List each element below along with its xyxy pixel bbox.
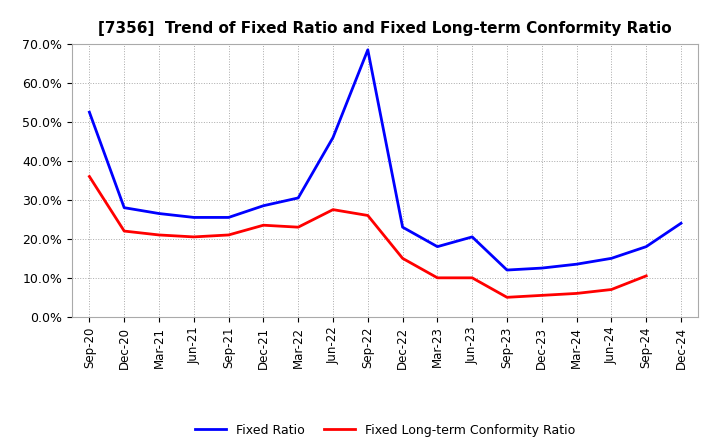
Fixed Long-term Conformity Ratio (503, 295, 511, 300)
Fixed Ratio (120, 205, 129, 210)
Fixed Long-term Conformity Ratio (572, 291, 581, 296)
Fixed Ratio (155, 211, 163, 216)
Fixed Long-term Conformity Ratio (537, 293, 546, 298)
Fixed Ratio (677, 220, 685, 226)
Fixed Long-term Conformity Ratio (398, 256, 407, 261)
Fixed Long-term Conformity Ratio (155, 232, 163, 238)
Fixed Long-term Conformity Ratio (259, 223, 268, 228)
Fixed Ratio (398, 224, 407, 230)
Fixed Ratio (85, 110, 94, 115)
Fixed Ratio (328, 135, 337, 140)
Fixed Ratio (294, 195, 302, 201)
Fixed Long-term Conformity Ratio (468, 275, 477, 280)
Fixed Long-term Conformity Ratio (328, 207, 337, 212)
Fixed Ratio (259, 203, 268, 209)
Fixed Ratio (364, 47, 372, 52)
Fixed Ratio (225, 215, 233, 220)
Line: Fixed Ratio: Fixed Ratio (89, 50, 681, 270)
Fixed Long-term Conformity Ratio (85, 174, 94, 179)
Fixed Long-term Conformity Ratio (225, 232, 233, 238)
Fixed Long-term Conformity Ratio (607, 287, 616, 292)
Fixed Long-term Conformity Ratio (364, 213, 372, 218)
Fixed Ratio (503, 268, 511, 273)
Fixed Ratio (642, 244, 651, 249)
Fixed Ratio (537, 265, 546, 271)
Fixed Long-term Conformity Ratio (433, 275, 442, 280)
Title: [7356]  Trend of Fixed Ratio and Fixed Long-term Conformity Ratio: [7356] Trend of Fixed Ratio and Fixed Lo… (99, 21, 672, 36)
Fixed Long-term Conformity Ratio (189, 234, 198, 239)
Fixed Ratio (189, 215, 198, 220)
Fixed Long-term Conformity Ratio (642, 273, 651, 279)
Line: Fixed Long-term Conformity Ratio: Fixed Long-term Conformity Ratio (89, 176, 647, 297)
Fixed Ratio (433, 244, 442, 249)
Fixed Ratio (572, 261, 581, 267)
Fixed Long-term Conformity Ratio (120, 228, 129, 234)
Fixed Ratio (607, 256, 616, 261)
Fixed Ratio (468, 234, 477, 239)
Legend: Fixed Ratio, Fixed Long-term Conformity Ratio: Fixed Ratio, Fixed Long-term Conformity … (190, 418, 580, 440)
Fixed Long-term Conformity Ratio (294, 224, 302, 230)
